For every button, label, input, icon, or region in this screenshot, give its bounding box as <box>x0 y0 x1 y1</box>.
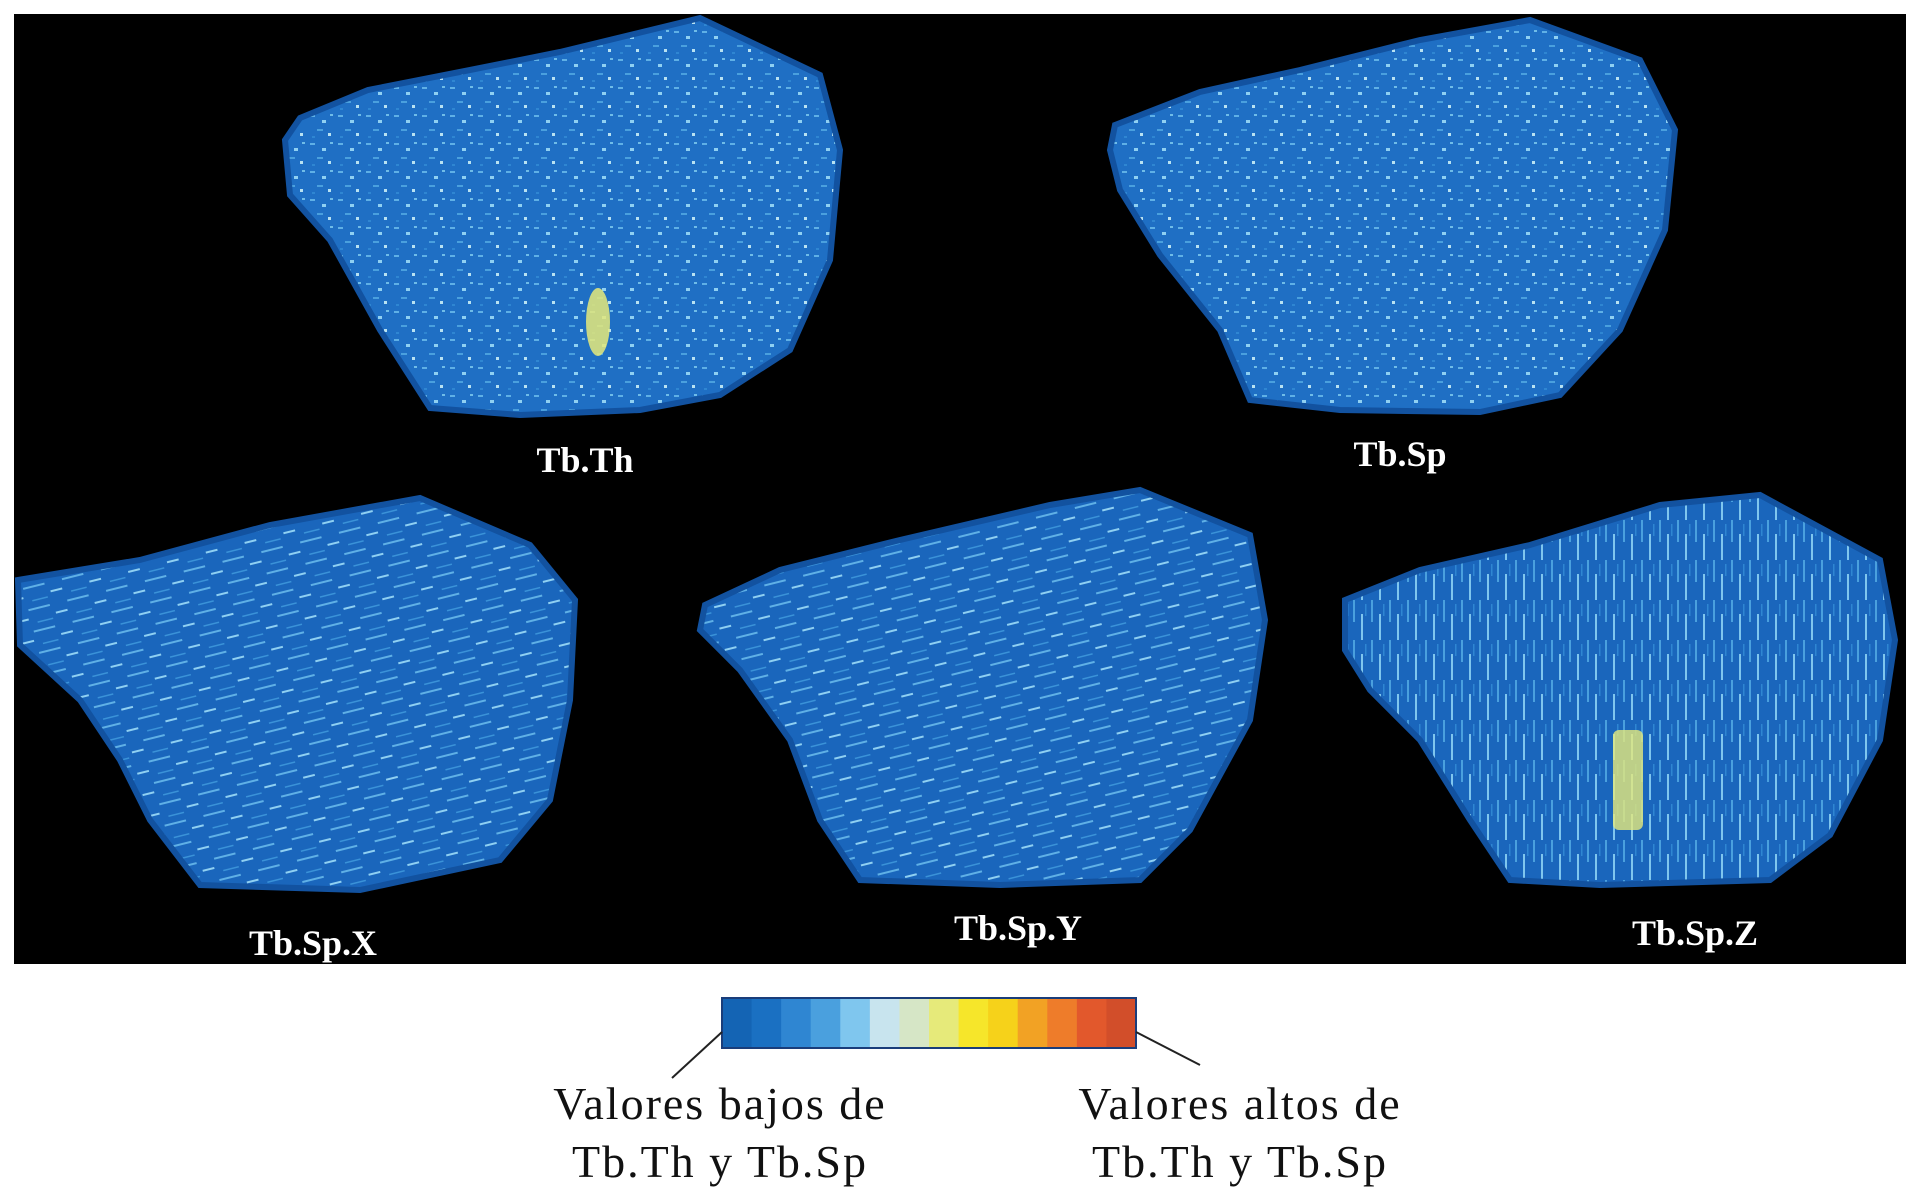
legend-swatch <box>1106 998 1137 1048</box>
legend-colorbar-frame <box>721 997 1137 1049</box>
legend-swatch <box>1076 998 1108 1048</box>
legend-low-line1: Valores bajos de <box>553 1078 887 1129</box>
legend-swatch <box>781 998 812 1048</box>
panel-tbspy-map <box>696 486 1269 889</box>
panel-label-tbspz: Tb.Sp.Z <box>1632 913 1758 953</box>
panel-tbspz-map <box>1342 491 1899 889</box>
legend-low-line2: Tb.Th y Tb.Sp <box>571 1135 869 1187</box>
panel-tbsp-map <box>1106 16 1679 416</box>
legend-swatch <box>869 998 901 1048</box>
legend-swatch <box>929 998 960 1048</box>
panel-label-tbspx: Tb.Sp.X <box>249 923 377 963</box>
legend-swatch <box>958 998 989 1048</box>
legend-colorbar <box>722 998 1137 1048</box>
legend-low-leader <box>671 1031 723 1079</box>
legend-swatch <box>722 998 753 1048</box>
panel-label-tbsp: Tb.Sp <box>1353 434 1446 474</box>
panel-tbth-hotspot <box>586 288 610 356</box>
legend-swatch <box>1017 998 1048 1048</box>
panel-label-tbth: Tb.Th <box>536 440 633 480</box>
panel-tbspz-hotspot <box>1613 730 1643 830</box>
legend-swatch <box>899 998 930 1048</box>
legend-swatch <box>810 998 841 1048</box>
legend-swatch <box>840 998 871 1048</box>
legend-high-line1: Valores altos de <box>1078 1078 1402 1129</box>
panel-label-tbspy: Tb.Sp.Y <box>954 908 1082 948</box>
legend-swatch <box>988 998 1019 1048</box>
legend-low-label: Valores bajos de Tb.Th y Tb.Sp <box>520 1075 920 1190</box>
legend-high-label: Valores altos de Tb.Th y Tb.Sp <box>1030 1075 1450 1190</box>
legend-swatch <box>751 998 782 1048</box>
legend-high-line2: Tb.Th y Tb.Sp <box>1091 1135 1389 1187</box>
panel-tbth-map <box>281 14 844 419</box>
legend-swatch <box>1047 998 1078 1048</box>
legend-high-leader <box>1135 1031 1201 1066</box>
panel-tbspx-map <box>14 494 579 894</box>
